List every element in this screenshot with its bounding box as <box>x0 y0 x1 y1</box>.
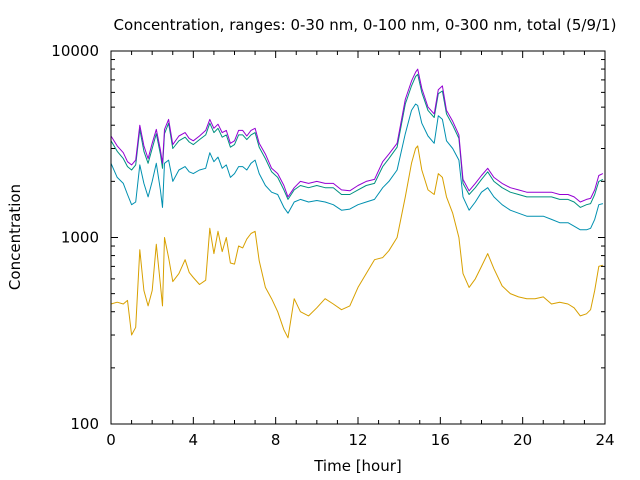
y-tick-label: 100 <box>70 415 99 433</box>
chart-title: Concentration, ranges: 0-30 nm, 0-100 nm… <box>114 16 617 34</box>
x-tick-label: 12 <box>348 431 367 449</box>
y-tick-label: 10000 <box>51 42 99 60</box>
x-tick-label: 8 <box>271 431 281 449</box>
axes-layer: 0 4 8 12 16 20 24 100 1000 10000 <box>51 42 614 449</box>
series-line-2 <box>110 103 604 231</box>
y-axis-label: Concentration <box>6 184 24 290</box>
plot-frame <box>110 50 606 425</box>
series-line-4 <box>110 68 604 203</box>
series-line-1 <box>110 145 604 339</box>
x-tick-label: 16 <box>431 431 450 449</box>
x-axis-label: Time [hour] <box>313 457 402 475</box>
series-line-3 <box>110 73 604 208</box>
x-tick-label: 24 <box>595 431 614 449</box>
x-tick-label: 4 <box>189 431 199 449</box>
x-tick-label: 20 <box>513 431 532 449</box>
y-tick-label: 1000 <box>61 229 99 247</box>
x-tick-label: 0 <box>106 431 116 449</box>
series-layer <box>110 68 604 339</box>
